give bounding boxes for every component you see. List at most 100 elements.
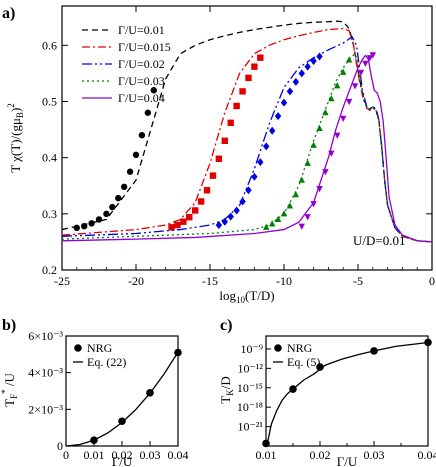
y-tick-label: 4×10⁻³: [28, 366, 63, 380]
series-4-marker: [316, 185, 323, 193]
x-tick-label: -10: [276, 274, 292, 288]
series-1-marker: [197, 198, 205, 205]
x-tick-label: 0.02: [112, 448, 133, 462]
series-3-marker: [334, 82, 341, 89]
panel-c-xlabel: Γ/U: [337, 454, 358, 467]
series-line-4: [61, 54, 433, 243]
series-2-marker: [215, 221, 223, 230]
legend-label: Γ/U=0.04: [118, 91, 165, 105]
legend-label: Γ/U=0.03: [118, 74, 165, 88]
series-3-marker: [345, 56, 353, 63]
series-1-marker: [221, 137, 228, 145]
x-tick-label: 0.02: [310, 448, 331, 462]
series-2-marker: [221, 217, 228, 226]
series-0-marker: [138, 131, 146, 139]
x-tick-label: -25: [54, 274, 70, 288]
panel-b-frame: [65, 335, 179, 447]
x-tick-label: 0.03: [140, 448, 161, 462]
legend-label: Γ/U=0.02: [118, 57, 165, 71]
y-tick-label: 10⁻¹⁸: [237, 400, 263, 414]
data-point: [370, 347, 378, 355]
series-4-marker: [322, 169, 329, 176]
panel-c-ylabel: TK/D: [218, 376, 235, 403]
x-tick-label: 0.03: [364, 448, 385, 462]
series-3-marker: [268, 220, 276, 227]
series-0-marker: [73, 224, 81, 232]
series-4-marker: [310, 201, 317, 208]
series-2-marker: [233, 206, 240, 215]
x-tick-label: -20: [128, 274, 144, 288]
series-4-marker: [345, 98, 353, 106]
series-2-marker: [245, 186, 252, 195]
series-1-marker: [180, 218, 187, 225]
series-0-marker: [132, 151, 140, 159]
series-3-marker: [304, 159, 311, 166]
y-tick-label: 0.3: [42, 207, 57, 221]
series-2-marker: [280, 98, 288, 107]
legend-marker: [274, 344, 282, 352]
y-tick-label: 0.5: [42, 94, 57, 108]
series-3-marker: [310, 141, 317, 148]
x-tick-label: -5: [353, 274, 363, 288]
panel-a-annotation: U/D=0.01: [353, 233, 405, 248]
series-1-marker: [239, 88, 246, 95]
series-1-marker: [215, 155, 223, 162]
data-point: [316, 363, 324, 371]
series-2-marker: [316, 52, 323, 61]
series-2-marker: [263, 142, 270, 151]
series-1-marker: [203, 187, 211, 194]
series-4-marker: [362, 60, 369, 67]
series-1-marker: [186, 214, 193, 221]
series-3-marker: [316, 124, 323, 132]
y-tick-label: 10⁻¹²: [237, 361, 263, 375]
series-2-marker: [268, 126, 276, 135]
series-4-marker: [357, 69, 365, 76]
legend-label: Γ/U=0.01: [118, 23, 165, 37]
y-tick-label: 0.2: [42, 263, 57, 277]
series-3-marker: [322, 109, 329, 116]
x-tick-label: 0: [429, 274, 435, 288]
series-0-marker: [88, 220, 95, 227]
series-2-marker: [298, 69, 305, 78]
legend-label: Eq. (22): [87, 355, 126, 369]
x-tick-label: 0.01: [256, 448, 277, 462]
y-tick-label: 6×10⁻³: [28, 329, 63, 343]
series-3-marker: [263, 223, 270, 230]
series-3-marker: [292, 191, 300, 198]
series-4-marker: [351, 83, 359, 90]
series-4-marker: [304, 214, 311, 221]
series-2-marker: [251, 172, 258, 181]
series-2-marker: [227, 212, 234, 221]
panel-label-c: c): [220, 317, 232, 334]
x-tick-label: 0.01: [84, 448, 105, 462]
data-point: [174, 348, 182, 357]
series-3-marker: [280, 210, 288, 217]
series-2-marker: [310, 57, 317, 66]
series-4-marker: [328, 150, 335, 157]
series-2-marker: [292, 77, 300, 86]
series-3-marker: [298, 176, 305, 183]
series-2-marker: [257, 158, 264, 167]
series-3-marker: [274, 215, 282, 223]
panel-b-ylabel: TF* /U: [0, 373, 19, 407]
series-line-0: [61, 20, 433, 243]
x-tick-label: 0: [63, 448, 69, 462]
legend-label: NRG: [87, 341, 113, 355]
series-3-marker: [286, 202, 294, 209]
panel-a-xlabel: log10(T/D): [219, 288, 274, 305]
x-tick-label: 0.04: [168, 448, 189, 462]
y-tick-label: 2×10⁻³: [28, 402, 63, 416]
series-0-marker: [120, 183, 128, 191]
data-point: [289, 385, 297, 393]
data-point: [90, 436, 98, 444]
x-tick-label: 0.04: [418, 448, 436, 462]
series-1-marker: [192, 207, 199, 214]
series-2-marker: [304, 62, 311, 71]
series-2-marker: [286, 87, 294, 96]
series-3-marker: [340, 68, 347, 75]
series-1-marker: [227, 119, 234, 127]
series-1-marker: [233, 102, 240, 110]
series-0-marker: [95, 216, 103, 223]
y-tick-label: 0.4: [42, 151, 57, 165]
data-point: [146, 389, 154, 397]
